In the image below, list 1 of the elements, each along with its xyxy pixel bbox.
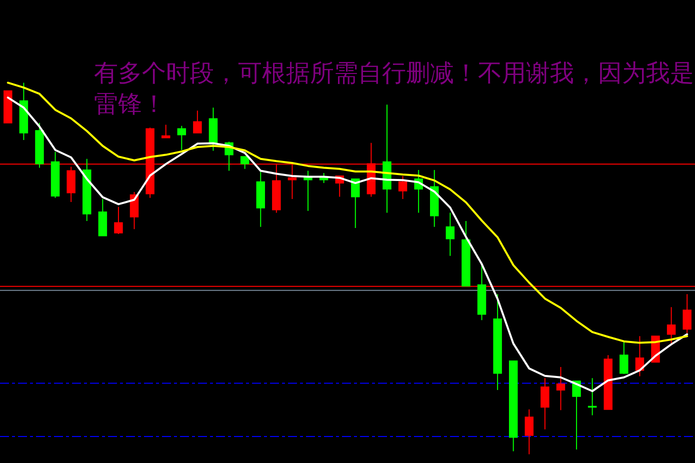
annotation: 有多个时段，可根据所需自行删减！不用谢我，因为我是雷锋！	[94, 59, 694, 118]
